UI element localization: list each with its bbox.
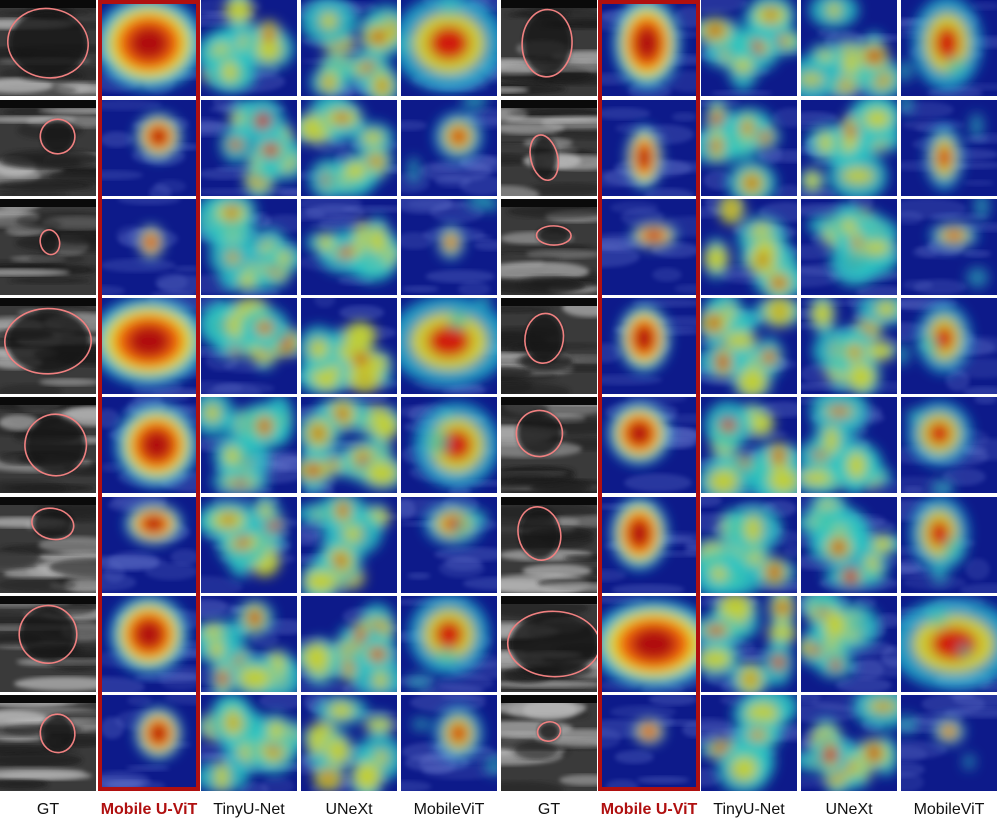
heatmap-image-r5-c9	[901, 497, 997, 593]
heatmap-image-r4-c1	[101, 397, 197, 493]
heatmap-image-r1-c8	[801, 100, 897, 196]
heatmap-image-r2-c1	[101, 199, 197, 295]
heatmap-image-r6-c3	[301, 596, 397, 692]
gt-image-r0-c5	[501, 0, 597, 96]
gt-image-r0-c0	[0, 0, 96, 96]
heatmap-image-r1-c3	[301, 100, 397, 196]
heatmap-image-r0-c6	[601, 0, 697, 96]
heatmap-image-r7-c1	[101, 695, 197, 791]
gt-image-r7-c5	[501, 695, 597, 791]
column-label-6: Mobile U-ViT	[600, 801, 698, 818]
heatmap-image-r2-c6	[601, 199, 697, 295]
gt-image-r4-c5	[501, 397, 597, 493]
heatmap-image-r4-c7	[701, 397, 797, 493]
heatmap-image-r7-c8	[801, 695, 897, 791]
heatmap-image-r0-c4	[401, 0, 497, 96]
heatmap-image-r4-c8	[801, 397, 897, 493]
heatmap-image-r6-c8	[801, 596, 897, 692]
column-label-0: GT	[36, 801, 60, 818]
heatmap-image-r3-c9	[901, 298, 997, 394]
heatmap-image-r0-c2	[201, 0, 297, 96]
heatmap-image-r3-c1	[101, 298, 197, 394]
column-label-5: GT	[537, 801, 561, 818]
heatmap-image-r1-c4	[401, 100, 497, 196]
gt-image-r5-c5	[501, 497, 597, 593]
heatmap-image-r1-c2	[201, 100, 297, 196]
heatmap-image-r4-c9	[901, 397, 997, 493]
heatmap-image-r5-c4	[401, 497, 497, 593]
gt-image-r6-c0	[0, 596, 96, 692]
heatmap-image-r2-c3	[301, 199, 397, 295]
heatmap-image-r5-c6	[601, 497, 697, 593]
heatmap-image-r0-c7	[701, 0, 797, 96]
heatmap-image-r5-c3	[301, 497, 397, 593]
gt-image-r3-c5	[501, 298, 597, 394]
gt-image-r1-c0	[0, 100, 96, 196]
heatmap-image-r5-c8	[801, 497, 897, 593]
heatmap-image-r3-c3	[301, 298, 397, 394]
heatmap-image-r4-c6	[601, 397, 697, 493]
gt-image-r1-c5	[501, 100, 597, 196]
column-label-8: UNeXt	[825, 801, 873, 818]
heatmap-image-r1-c6	[601, 100, 697, 196]
gt-image-r5-c0	[0, 497, 96, 593]
column-label-3: UNeXt	[325, 801, 373, 818]
heatmap-image-r0-c3	[301, 0, 397, 96]
heatmap-image-r3-c7	[701, 298, 797, 394]
heatmap-image-r1-c1	[101, 100, 197, 196]
heatmap-image-r3-c4	[401, 298, 497, 394]
gt-image-r4-c0	[0, 397, 96, 493]
column-label-4: MobileViT	[413, 801, 485, 818]
heatmap-image-r6-c7	[701, 596, 797, 692]
heatmap-image-r2-c2	[201, 199, 297, 295]
heatmap-image-r1-c9	[901, 100, 997, 196]
heatmap-image-r2-c9	[901, 199, 997, 295]
column-label-9: MobileViT	[913, 801, 985, 818]
heatmap-image-r0-c8	[801, 0, 897, 96]
heatmap-image-r4-c3	[301, 397, 397, 493]
heatmap-image-r7-c7	[701, 695, 797, 791]
heatmap-comparison-grid	[0, 0, 997, 791]
heatmap-image-r7-c2	[201, 695, 297, 791]
heatmap-image-r2-c7	[701, 199, 797, 295]
heatmap-image-r6-c4	[401, 596, 497, 692]
heatmap-image-r3-c8	[801, 298, 897, 394]
heatmap-image-r6-c9	[901, 596, 997, 692]
heatmap-image-r3-c6	[601, 298, 697, 394]
heatmap-image-r5-c7	[701, 497, 797, 593]
heatmap-image-r3-c2	[201, 298, 297, 394]
gt-image-r7-c0	[0, 695, 96, 791]
heatmap-image-r6-c6	[601, 596, 697, 692]
gt-image-r3-c0	[0, 298, 96, 394]
heatmap-image-r0-c9	[901, 0, 997, 96]
heatmap-image-r4-c2	[201, 397, 297, 493]
heatmap-image-r0-c1	[101, 0, 197, 96]
heatmap-image-r7-c9	[901, 695, 997, 791]
heatmap-image-r1-c7	[701, 100, 797, 196]
column-label-1: Mobile U-ViT	[100, 801, 198, 818]
heatmap-image-r5-c2	[201, 497, 297, 593]
heatmap-image-r2-c8	[801, 199, 897, 295]
heatmap-image-r7-c4	[401, 695, 497, 791]
heatmap-image-r5-c1	[101, 497, 197, 593]
heatmap-image-r7-c6	[601, 695, 697, 791]
heatmap-image-r4-c4	[401, 397, 497, 493]
heatmap-image-r6-c2	[201, 596, 297, 692]
gt-image-r2-c0	[0, 199, 96, 295]
gt-image-r2-c5	[501, 199, 597, 295]
gt-image-r6-c5	[501, 596, 597, 692]
heatmap-image-r2-c4	[401, 199, 497, 295]
column-label-7: TinyU-Net	[713, 801, 785, 818]
heatmap-image-r7-c3	[301, 695, 397, 791]
heatmap-image-r6-c1	[101, 596, 197, 692]
column-label-2: TinyU-Net	[213, 801, 285, 818]
